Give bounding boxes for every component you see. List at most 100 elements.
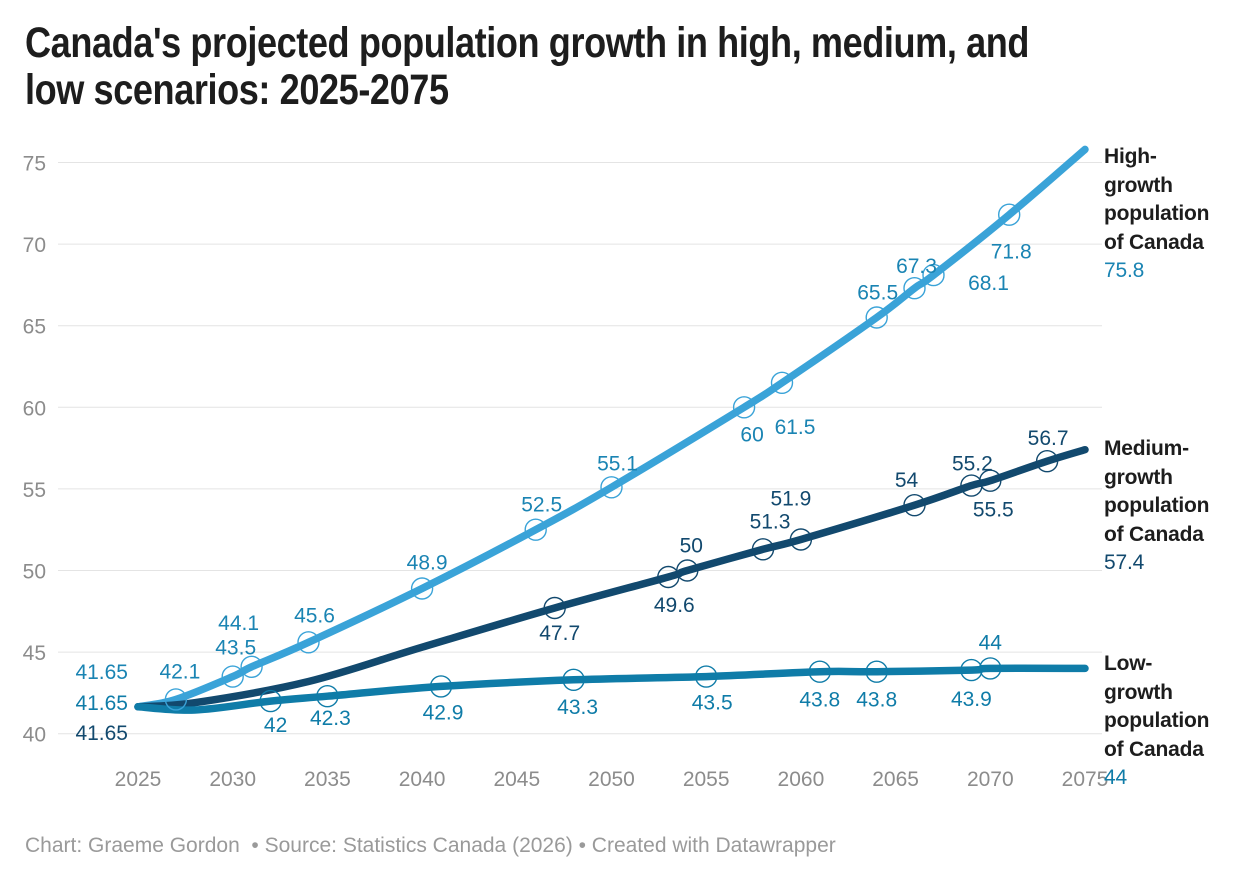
x-tick-label-2060: 2060: [778, 768, 825, 791]
medium-value-label-2069: 55.2: [952, 453, 993, 476]
high-value-label-2071: 71.8: [991, 241, 1032, 264]
legend-low-growth-label: Low-growth population of Canada: [1104, 652, 1210, 761]
medium-value-label-2054: 50: [680, 535, 703, 558]
low-value-label-2025: 41.65: [75, 692, 128, 715]
high-point-marker-2050: [600, 476, 623, 499]
x-tick-label-2075: 2075: [1062, 768, 1109, 791]
medium-value-label-2025: 41.65: [75, 722, 128, 745]
medium-point-marker-2058: [751, 538, 775, 561]
high-point-marker-2066: [903, 277, 926, 300]
x-tick-label-2050: 2050: [588, 768, 635, 791]
medium-value-label-2066: 54: [895, 469, 919, 492]
high-value-label-2025: 41.65: [75, 661, 128, 684]
medium-point-marker-2060: [789, 528, 813, 551]
y-tick-label-40: 40: [23, 724, 46, 747]
medium-value-label-2053: 49.6: [654, 594, 695, 617]
low-value-label-2035: 42.3: [310, 707, 351, 730]
high-value-label-2064: 65.5: [857, 282, 898, 305]
high-value-label-2057: 60: [740, 423, 763, 446]
x-tick-label-2055: 2055: [683, 768, 730, 791]
legend-high-growth: High-growth population of Canada 75.8: [1104, 143, 1216, 286]
high-point-marker-2040: [410, 577, 434, 600]
high-value-label-2034: 45.6: [294, 604, 335, 627]
medium-value-label-2060: 51.9: [770, 488, 811, 511]
legend-medium-growth: Medium-growth population of Canada 57.4: [1104, 435, 1216, 578]
chart-title-line-1: Canada's projected population growth in …: [25, 19, 1030, 67]
high-value-label-2067: 68.1: [968, 272, 1009, 295]
medium-point-marker-2073: [1035, 450, 1059, 473]
low-point-marker-2061: [808, 660, 831, 683]
high-value-label-2031: 44.1: [218, 612, 259, 635]
high-value-label-2059: 61.5: [775, 416, 816, 439]
x-tick-label-2070: 2070: [967, 768, 1014, 791]
high-value-label-2027: 42.1: [159, 660, 200, 683]
high-point-marker-2057: [732, 396, 756, 419]
y-tick-label-70: 70: [23, 234, 46, 257]
x-tick-label-2065: 2065: [872, 768, 919, 791]
high-value-label-2046: 52.5: [521, 494, 562, 517]
x-tick-label-2045: 2045: [493, 768, 540, 791]
x-tick-label-2040: 2040: [399, 768, 446, 791]
high-value-label-2050: 55.1: [597, 452, 638, 475]
high-point-marker-2034: [297, 631, 320, 654]
y-tick-label-55: 55: [23, 479, 46, 502]
high-value-label-2030: 43.5: [215, 637, 256, 660]
low-value-label-2061: 43.8: [799, 689, 840, 712]
low-point-marker-2064: [865, 660, 888, 683]
y-tick-label-65: 65: [23, 316, 46, 339]
high-point-marker-2064: [865, 306, 888, 329]
high-point-marker-2031: [240, 655, 263, 678]
high-series-line: [134, 145, 1089, 711]
medium-value-label-2070: 55.5: [973, 499, 1014, 522]
chart-attribution: Chart: Graeme Gordon • Source: Statistic…: [25, 834, 836, 857]
high-point-marker-2030: [221, 665, 244, 688]
legend-medium-growth-value: 57.4: [1104, 551, 1145, 574]
high-point-marker-2027: [164, 688, 188, 711]
low-value-label-2041: 42.9: [423, 701, 464, 724]
y-tick-label-60: 60: [23, 397, 46, 420]
low-value-label-2064: 43.8: [856, 689, 897, 712]
low-point-marker-2035: [316, 685, 339, 708]
medium-value-label-2073: 56.7: [1028, 427, 1069, 450]
medium-point-marker-2066: [903, 494, 926, 517]
y-tick-label-75: 75: [23, 153, 46, 176]
low-value-label-2055: 43.5: [692, 692, 733, 715]
medium-value-label-2047: 47.7: [539, 622, 580, 645]
low-point-marker-2069: [960, 658, 983, 682]
low-value-label-2048: 43.3: [557, 696, 598, 719]
high-value-label-2040: 48.9: [407, 552, 448, 575]
high-point-marker-2071: [998, 203, 1021, 226]
medium-point-marker-2054: [676, 559, 699, 582]
legend-medium-growth-label: Medium-growth population of Canada: [1104, 437, 1210, 546]
high-value-label-2066: 67.3: [896, 255, 937, 278]
legend-high-growth-label: High-growth population of Canada: [1104, 145, 1210, 254]
chart-title: Canada's projected population growth in …: [25, 20, 1029, 114]
medium-point-marker-2069: [960, 474, 983, 497]
high-point-marker-2067: [922, 263, 945, 287]
x-tick-label-2025: 2025: [115, 768, 162, 791]
legend-low-growth-value: 44: [1104, 766, 1127, 789]
low-value-label-2070: 44: [979, 631, 1003, 654]
y-tick-label-50: 50: [23, 561, 46, 584]
low-point-marker-2070: [979, 657, 1002, 680]
legend-high-growth-value: 75.8: [1104, 259, 1145, 282]
medium-point-marker-2070: [979, 469, 1002, 492]
low-series-line: [134, 664, 1089, 714]
high-point-marker-2046: [524, 518, 547, 541]
low-point-marker-2055: [695, 665, 718, 688]
low-value-label-2069: 43.9: [951, 688, 992, 711]
x-tick-label-2030: 2030: [209, 768, 256, 791]
high-point-marker-2059: [770, 371, 794, 394]
low-value-label-2032: 42: [264, 714, 287, 737]
low-point-marker-2048: [562, 668, 585, 691]
medium-point-marker-2047: [543, 596, 566, 620]
y-tick-label-45: 45: [23, 642, 46, 665]
x-tick-label-2035: 2035: [304, 768, 351, 791]
low-point-marker-2041: [429, 675, 453, 698]
medium-value-label-2058: 51.3: [750, 510, 791, 533]
chart-title-line-2: low scenarios: 2025-2075: [25, 66, 449, 114]
low-point-marker-2032: [259, 689, 282, 713]
legend-low-growth: Low-growth population of Canada 44: [1104, 650, 1216, 793]
